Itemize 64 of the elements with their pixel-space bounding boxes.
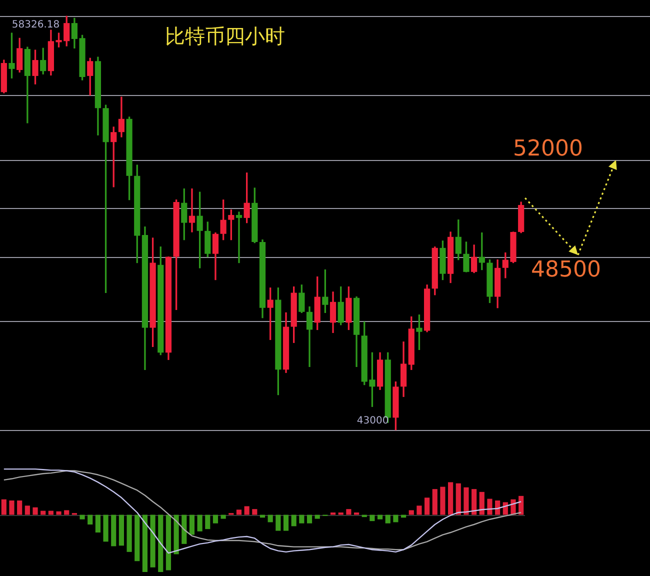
bar bbox=[9, 500, 14, 515]
bar bbox=[268, 514, 273, 522]
bar bbox=[17, 500, 22, 515]
bar bbox=[48, 510, 54, 515]
bar bbox=[244, 506, 250, 515]
bar bbox=[197, 514, 202, 532]
bar bbox=[495, 500, 500, 515]
bar bbox=[32, 507, 38, 515]
bar bbox=[189, 514, 195, 535]
annotation: 43000 bbox=[356, 415, 389, 426]
bar bbox=[236, 510, 242, 515]
bar bbox=[487, 498, 492, 515]
text: 比特币四小时 bbox=[165, 24, 285, 48]
bar bbox=[24, 506, 30, 515]
bar bbox=[134, 514, 140, 562]
bar bbox=[174, 514, 179, 554]
bar bbox=[88, 514, 93, 524]
bar bbox=[393, 514, 398, 522]
bar bbox=[276, 514, 281, 531]
bar bbox=[182, 514, 187, 544]
text: 48500 bbox=[531, 258, 601, 283]
bar bbox=[377, 514, 383, 520]
bar bbox=[103, 514, 108, 542]
bar bbox=[95, 514, 100, 533]
bar bbox=[448, 482, 454, 515]
bar bbox=[299, 514, 304, 524]
bar bbox=[306, 514, 312, 524]
bar bbox=[346, 509, 352, 515]
bar bbox=[370, 514, 375, 522]
bar bbox=[479, 492, 484, 515]
bar bbox=[111, 514, 116, 546]
bar bbox=[80, 514, 85, 520]
bar bbox=[416, 506, 422, 515]
bar bbox=[40, 510, 46, 515]
bar bbox=[205, 514, 210, 530]
candlestick bbox=[236, 212, 242, 264]
bar bbox=[166, 514, 172, 570]
bar bbox=[283, 514, 289, 531]
bar bbox=[464, 487, 469, 515]
annotation: 58326.18 bbox=[12, 20, 60, 31]
bar bbox=[142, 514, 148, 572]
bar bbox=[158, 514, 164, 572]
bar bbox=[212, 514, 218, 524]
bar bbox=[220, 514, 226, 519]
bar bbox=[126, 514, 132, 552]
bar bbox=[252, 509, 258, 515]
bar bbox=[424, 498, 430, 515]
bar bbox=[440, 486, 446, 515]
bar bbox=[1, 499, 6, 515]
bar bbox=[118, 514, 124, 546]
bar bbox=[56, 511, 62, 515]
bar bbox=[291, 514, 296, 526]
bar bbox=[456, 483, 461, 515]
bar bbox=[518, 496, 524, 515]
annotation: 52000 bbox=[513, 136, 583, 162]
bar bbox=[64, 510, 70, 515]
bar bbox=[408, 510, 414, 515]
bar bbox=[432, 489, 438, 515]
bar bbox=[150, 514, 156, 568]
bar bbox=[472, 489, 477, 515]
bar bbox=[385, 514, 390, 524]
bar bbox=[502, 502, 508, 515]
candlestick bbox=[188, 188, 196, 232]
bar bbox=[314, 514, 320, 519]
